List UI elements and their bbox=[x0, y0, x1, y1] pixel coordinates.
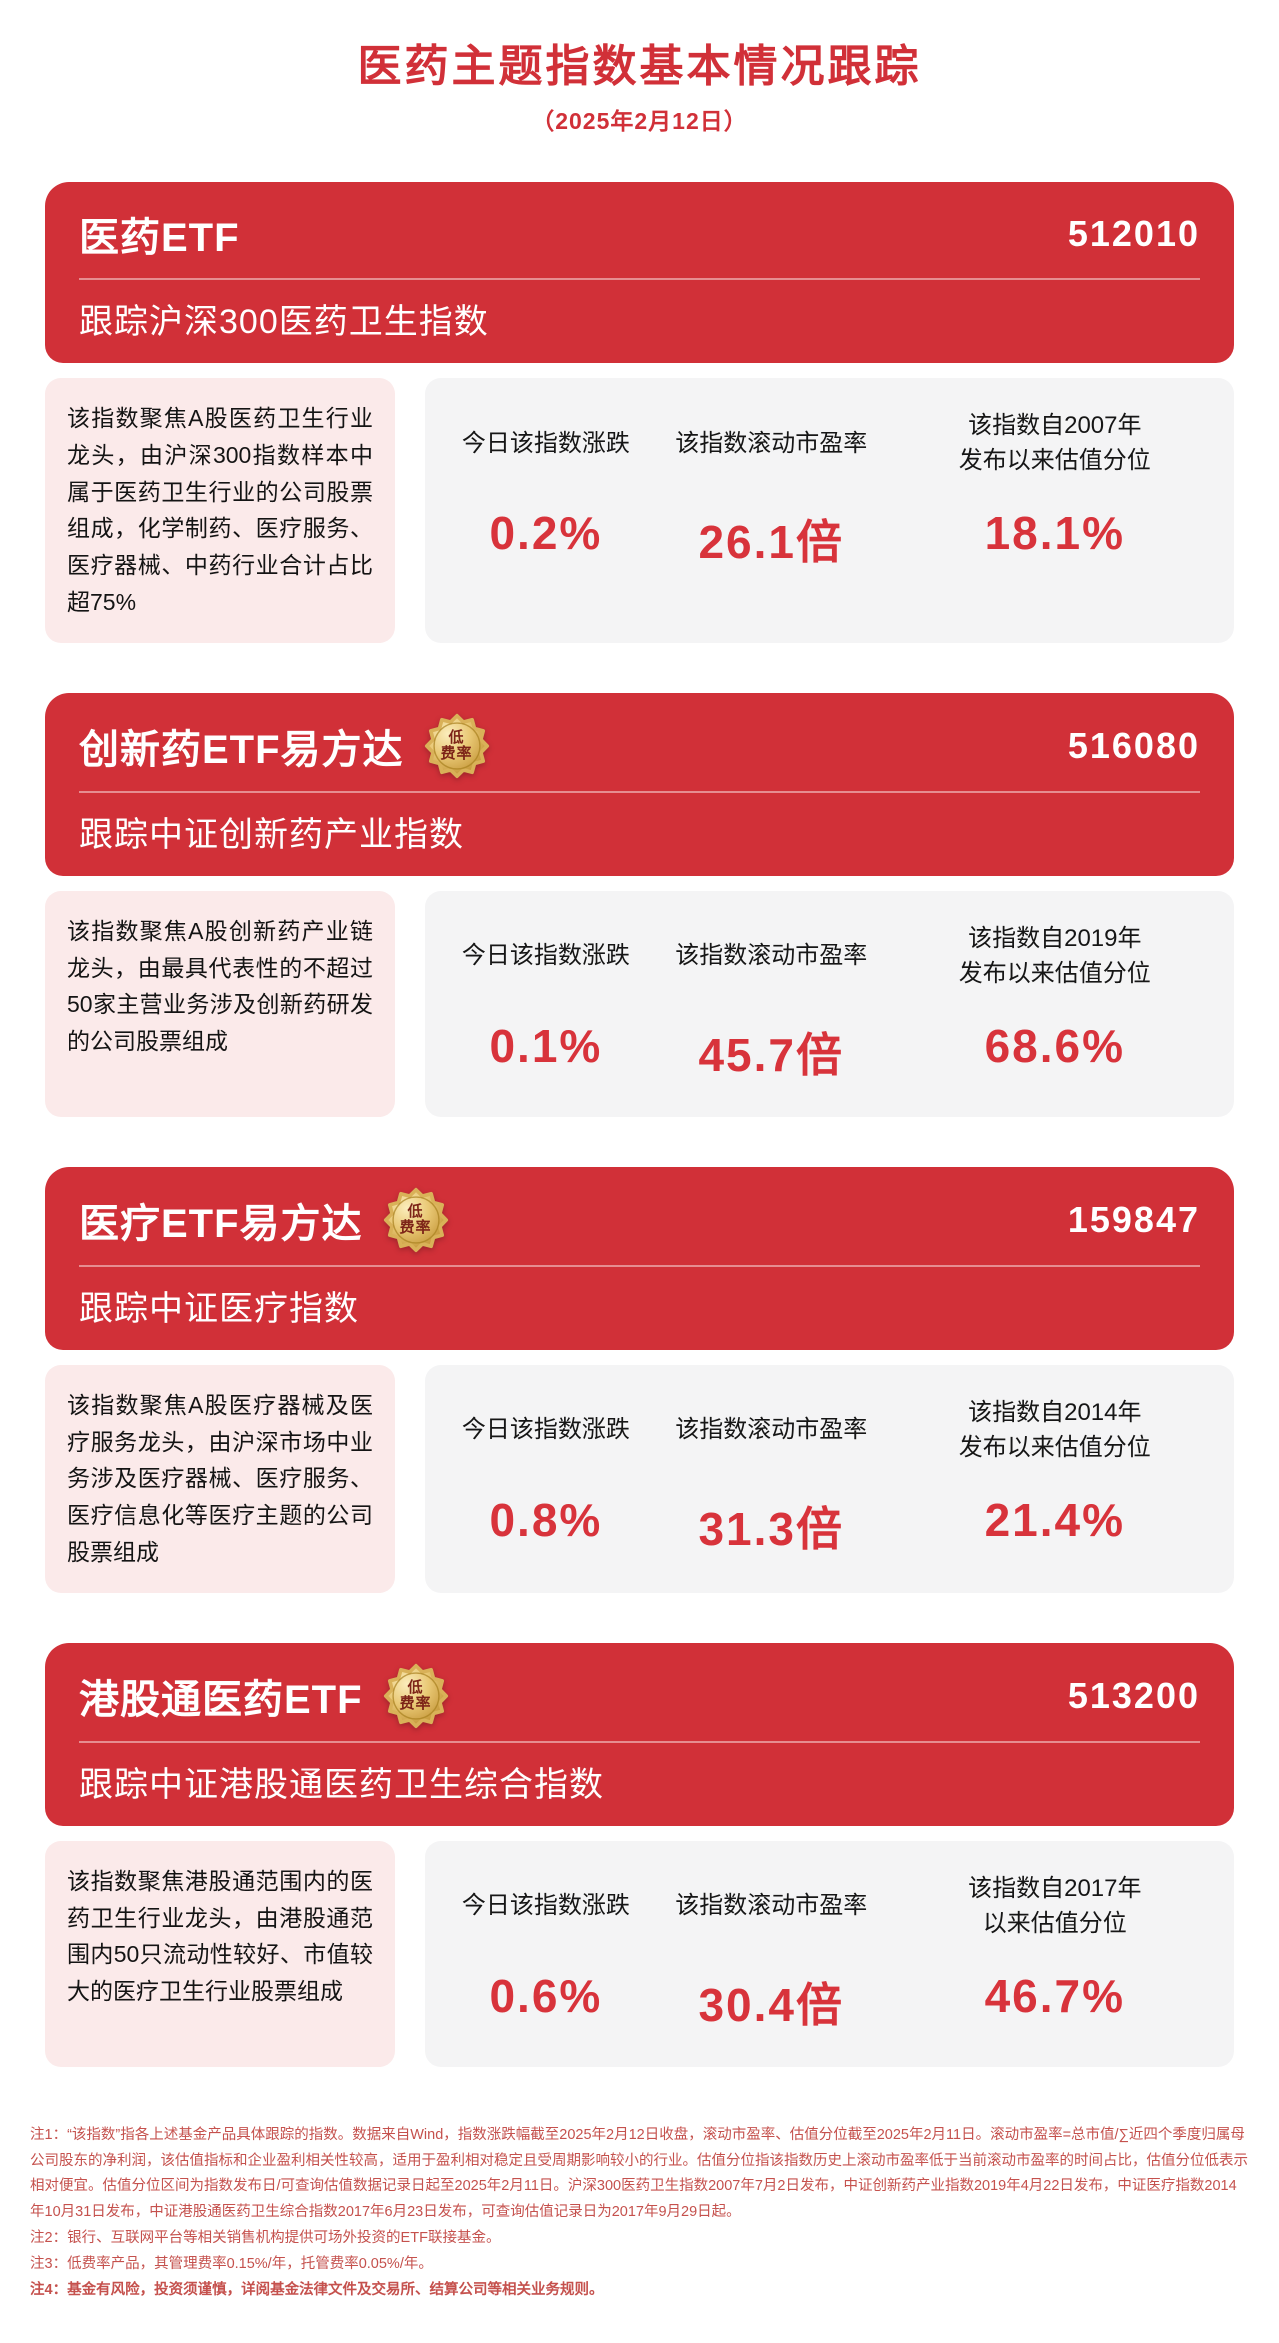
page-header: 医药主题指数基本情况跟踪 （2025年2月12日） bbox=[45, 30, 1234, 136]
index-description: 该指数聚焦A股医疗器械及医疗服务龙头，由沪深市场中业务涉及医疗器械、医疗服务、医… bbox=[45, 1364, 395, 1593]
index-description: 该指数聚焦港股通范围内的医药卫生行业龙头，由港股通范围内50只流动性较好、市值较… bbox=[45, 1840, 395, 2067]
stat-value: 46.7% bbox=[984, 1969, 1126, 2022]
stat-label: 该指数滚动市盈率 bbox=[675, 1892, 868, 1920]
etf-title-wrap: 医疗ETF易方达 低费率 bbox=[79, 1187, 449, 1253]
stat-value: 26.1倍 bbox=[698, 516, 844, 568]
stats-panel: 今日该指数涨跌 0.8% 该指数滚动市盈率 31.3倍 该指数自2014年 发布… bbox=[425, 1364, 1234, 1593]
low-fee-badge-text: 低费率 bbox=[440, 728, 473, 762]
header-divider bbox=[79, 790, 1200, 793]
footnote-4: 注4：基金有风险，投资须谨慎，详阅基金法律文件及交易所、结算公司等相关业务规则。 bbox=[30, 2281, 604, 2298]
stat-label: 今日该指数涨跌 bbox=[461, 942, 630, 970]
low-fee-badge: 低费率 bbox=[383, 1663, 449, 1729]
etf-card-512010: 医药ETF 512010 跟踪沪深300医药卫生指数 该指数聚焦A股医药卫生行业… bbox=[45, 182, 1234, 643]
card-header: 创新药ETF易方达 低费率 516080 跟踪中证创新药产业指数 bbox=[45, 692, 1234, 876]
card-body: 该指数聚焦港股通范围内的医药卫生行业龙头，由港股通范围内50只流动性较好、市值较… bbox=[45, 1840, 1234, 2067]
stat-valuation-percentile: 该指数自2019年 发布以来估值分位 68.6% bbox=[892, 921, 1218, 1085]
card-header-top: 医药ETF 512010 bbox=[79, 202, 1200, 266]
gold-seal-icon bbox=[383, 1187, 448, 1252]
low-fee-badge: 低费率 bbox=[383, 1187, 449, 1253]
page-date: （2025年2月12日） bbox=[531, 108, 748, 134]
stat-daily-change: 今日该指数涨跌 0.8% bbox=[441, 1395, 651, 1561]
stat-pe-ratio: 该指数滚动市盈率 26.1倍 bbox=[651, 408, 892, 611]
etf-name: 港股通医药ETF bbox=[79, 1677, 363, 1722]
stat-value: 30.4倍 bbox=[698, 1978, 844, 2031]
footnote-3: 注3：低费率产品，其管理费率0.15%/年，托管费率0.05%/年。 bbox=[30, 2255, 433, 2272]
header-divider bbox=[79, 278, 1200, 280]
stats-panel: 今日该指数涨跌 0.2% 该指数滚动市盈率 26.1倍 该指数自2007年 发布… bbox=[425, 378, 1234, 643]
stat-valuation-percentile: 该指数自2007年 发布以来估值分位 18.1% bbox=[892, 408, 1218, 611]
etf-code: 513200 bbox=[1067, 1674, 1200, 1716]
stat-value: 0.1% bbox=[489, 1019, 603, 1072]
stat-label: 今日该指数涨跌 bbox=[461, 1892, 630, 1920]
card-header: 医药ETF 512010 跟踪沪深300医药卫生指数 bbox=[45, 182, 1234, 363]
stat-value: 0.8% bbox=[489, 1493, 603, 1546]
stat-value: 18.1% bbox=[984, 507, 1126, 559]
stat-pe-ratio: 该指数滚动市盈率 30.4倍 bbox=[651, 1871, 892, 2035]
gold-seal-icon bbox=[383, 1663, 448, 1728]
stats-panel: 今日该指数涨跌 0.6% 该指数滚动市盈率 30.4倍 该指数自2017年 以来… bbox=[425, 1840, 1234, 2067]
stat-pe-ratio: 该指数滚动市盈率 31.3倍 bbox=[651, 1395, 892, 1561]
stat-daily-change: 今日该指数涨跌 0.1% bbox=[441, 921, 651, 1085]
stat-valuation-percentile: 该指数自2017年 以来估值分位 46.7% bbox=[892, 1871, 1218, 2035]
footnote-2: 注2：银行、互联网平台等相关销售机构提供可场外投资的ETF联接基金。 bbox=[30, 2229, 501, 2246]
etf-name: 创新药ETF易方达 bbox=[79, 727, 404, 772]
header-divider bbox=[79, 1264, 1200, 1267]
stat-label: 该指数自2014年 发布以来估值分位 bbox=[958, 1398, 1151, 1461]
card-header: 医疗ETF易方达 低费率 159847 跟踪中证医疗指数 bbox=[45, 1166, 1234, 1350]
card-body: 该指数聚焦A股医疗器械及医疗服务龙头，由沪深市场中业务涉及医疗器械、医疗服务、医… bbox=[45, 1364, 1234, 1593]
low-fee-badge-text: 低费率 bbox=[399, 1202, 432, 1236]
card-body: 该指数聚焦A股医药卫生行业龙头，由沪深300指数样本中属于医药卫生行业的公司股票… bbox=[45, 378, 1234, 643]
page-title: 医药主题指数基本情况跟踪 bbox=[357, 42, 922, 91]
etf-code: 512010 bbox=[1067, 213, 1200, 254]
stat-label: 该指数滚动市盈率 bbox=[675, 1416, 868, 1444]
header-divider bbox=[79, 1740, 1200, 1743]
card-body: 该指数聚焦A股创新药产业链龙头，由最具代表性的不超过50家主营业务涉及创新药研发… bbox=[45, 890, 1234, 1117]
etf-name: 医疗ETF易方达 bbox=[79, 1201, 363, 1246]
etf-card-516080: 创新药ETF易方达 低费率 516080 跟踪中证创新药产业指数 该指数聚焦A股… bbox=[45, 692, 1234, 1117]
etf-code: 159847 bbox=[1067, 1198, 1200, 1240]
stats-panel: 今日该指数涨跌 0.1% 该指数滚动市盈率 45.7倍 该指数自2019年 发布… bbox=[425, 890, 1234, 1117]
stat-daily-change: 今日该指数涨跌 0.6% bbox=[441, 1871, 651, 2035]
tracking-index-label: 跟踪中证港股通医药卫生综合指数 bbox=[79, 1765, 604, 1804]
etf-name: 医药ETF bbox=[79, 216, 240, 260]
card-header-top: 医疗ETF易方达 低费率 159847 bbox=[79, 1187, 1200, 1253]
stat-label: 该指数滚动市盈率 bbox=[675, 942, 868, 970]
stat-value: 21.4% bbox=[984, 1493, 1126, 1546]
footnotes: 注1：“该指数”指各上述基金产品具体跟踪的指数。数据来自Wind，指数涨跌幅截至… bbox=[30, 2123, 1249, 2304]
etf-code: 516080 bbox=[1067, 724, 1200, 766]
etf-card-513200: 港股通医药ETF 低费率 513200 跟踪中证港股通医药卫生综合指数 该指数聚… bbox=[45, 1642, 1234, 2067]
stat-valuation-percentile: 该指数自2014年 发布以来估值分位 21.4% bbox=[892, 1395, 1218, 1561]
tracking-index-label: 跟踪中证创新药产业指数 bbox=[79, 815, 464, 854]
etf-title-wrap: 港股通医药ETF 低费率 bbox=[79, 1663, 449, 1729]
stat-daily-change: 今日该指数涨跌 0.2% bbox=[441, 408, 651, 611]
low-fee-badge: 低费率 bbox=[424, 713, 490, 779]
etf-card-159847: 医疗ETF易方达 低费率 159847 跟踪中证医疗指数 该指数聚焦A股医疗器械… bbox=[45, 1166, 1234, 1593]
stat-value: 31.3倍 bbox=[698, 1502, 844, 1555]
low-fee-badge-text: 低费率 bbox=[399, 1678, 432, 1712]
index-description: 该指数聚焦A股创新药产业链龙头，由最具代表性的不超过50家主营业务涉及创新药研发… bbox=[45, 890, 395, 1117]
stat-label: 今日该指数涨跌 bbox=[461, 429, 630, 457]
stat-label: 该指数自2017年 以来估值分位 bbox=[968, 1874, 1142, 1937]
etf-title-wrap: 医药ETF bbox=[79, 205, 240, 263]
stat-label: 该指数滚动市盈率 bbox=[675, 429, 868, 457]
gold-seal-icon bbox=[424, 713, 489, 778]
stat-value: 68.6% bbox=[984, 1019, 1126, 1072]
stat-label: 该指数自2007年 发布以来估值分位 bbox=[958, 412, 1151, 474]
card-header-top: 创新药ETF易方达 低费率 516080 bbox=[79, 713, 1200, 779]
stat-label: 该指数自2019年 发布以来估值分位 bbox=[958, 924, 1151, 987]
tracking-index-label: 跟踪沪深300医药卫生指数 bbox=[79, 303, 489, 341]
stat-pe-ratio: 该指数滚动市盈率 45.7倍 bbox=[651, 921, 892, 1085]
stat-value: 0.6% bbox=[489, 1969, 603, 2022]
footnote-1: 注1：“该指数”指各上述基金产品具体跟踪的指数。数据来自Wind，指数涨跌幅截至… bbox=[30, 2126, 1248, 2221]
stat-label: 今日该指数涨跌 bbox=[461, 1416, 630, 1444]
stat-value: 0.2% bbox=[489, 507, 603, 559]
etf-title-wrap: 创新药ETF易方达 低费率 bbox=[79, 713, 490, 779]
index-description: 该指数聚焦A股医药卫生行业龙头，由沪深300指数样本中属于医药卫生行业的公司股票… bbox=[45, 378, 395, 643]
card-header-top: 港股通医药ETF 低费率 513200 bbox=[79, 1663, 1200, 1729]
tracking-index-label: 跟踪中证医疗指数 bbox=[79, 1289, 359, 1328]
stat-value: 45.7倍 bbox=[698, 1028, 844, 1081]
card-header: 港股通医药ETF 低费率 513200 跟踪中证港股通医药卫生综合指数 bbox=[45, 1642, 1234, 1826]
